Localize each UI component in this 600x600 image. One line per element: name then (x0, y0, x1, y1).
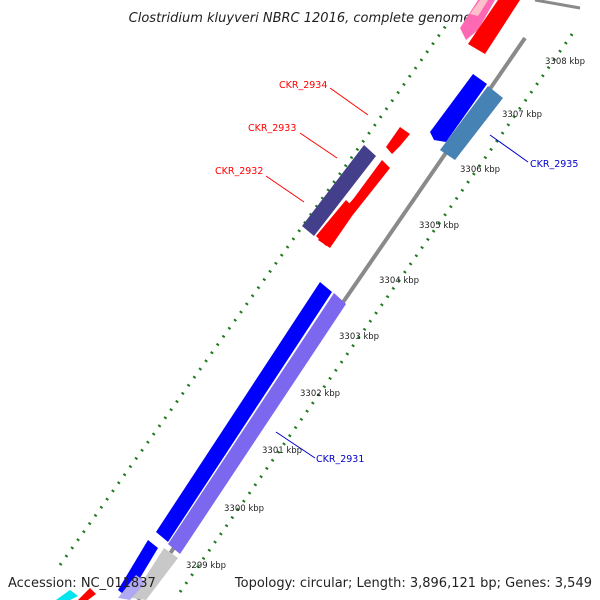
gene-lavender-bottom[interactable] (118, 575, 146, 600)
gene-red-small[interactable] (316, 200, 354, 246)
gene-label-ckr-2934[interactable]: CKR_2934 (279, 80, 327, 91)
map-title: Clostridium kluyveri NBRC 12016, complet… (129, 11, 472, 26)
gene-blue-bottom[interactable] (118, 540, 158, 598)
kbp-label-3304: 3304 kbp (379, 276, 419, 286)
gene-label-ckr-2931[interactable]: CKR_2931 (316, 454, 364, 465)
gene-pink[interactable] (460, 0, 495, 40)
kbp-label-3299: 3299 kbp (186, 561, 226, 571)
leader-ckr-2931 (275, 431, 316, 459)
kbp-label-3303: 3303 kbp (339, 332, 379, 342)
gene-pink-light[interactable] (470, 0, 488, 16)
leader-ckr-2935 (489, 134, 529, 163)
leader-ckr-2933 (299, 132, 338, 159)
gene-label-ckr-2933[interactable]: CKR_2933 (248, 123, 296, 134)
gene-blue-long[interactable] (156, 282, 332, 542)
kbp-label-3301: 3301 kbp (262, 446, 302, 456)
outer-tick-track (58, 19, 452, 566)
gene-label-ckr-2935[interactable]: CKR_2935 (530, 159, 578, 170)
kbp-label-3306: 3306 kbp (460, 165, 500, 175)
gene-red-bottom[interactable] (78, 588, 96, 600)
gene-ckr-2932[interactable] (302, 145, 376, 236)
gene-ckr-2935[interactable] (440, 86, 503, 160)
kbp-label-3300: 3300 kbp (224, 504, 264, 514)
kbp-label-3305: 3305 kbp (419, 221, 459, 231)
gene-blue-3307[interactable] (430, 74, 487, 142)
gene-gray-bottom[interactable] (132, 548, 178, 600)
gene-red-top[interactable] (468, 0, 520, 54)
leader-ckr-2934 (329, 87, 369, 116)
accession-text: Accession: NC_011837 (8, 576, 156, 591)
kbp-label-3307: 3307 kbp (502, 110, 542, 120)
gene-label-ckr-2932[interactable]: CKR_2932 (215, 166, 263, 177)
gene-ckr-2931[interactable] (168, 293, 346, 554)
kbp-label-3308: 3308 kbp (545, 57, 585, 67)
leader-ckr-2932 (265, 175, 305, 203)
gene-ckr-2934[interactable] (386, 127, 410, 154)
gene-cyan-bottom[interactable] (56, 590, 78, 600)
genome-backbone-top (534, 0, 581, 10)
kbp-label-3302: 3302 kbp (300, 389, 340, 399)
genome-summary-text: Topology: circular; Length: 3,896,121 bp… (234, 576, 592, 591)
